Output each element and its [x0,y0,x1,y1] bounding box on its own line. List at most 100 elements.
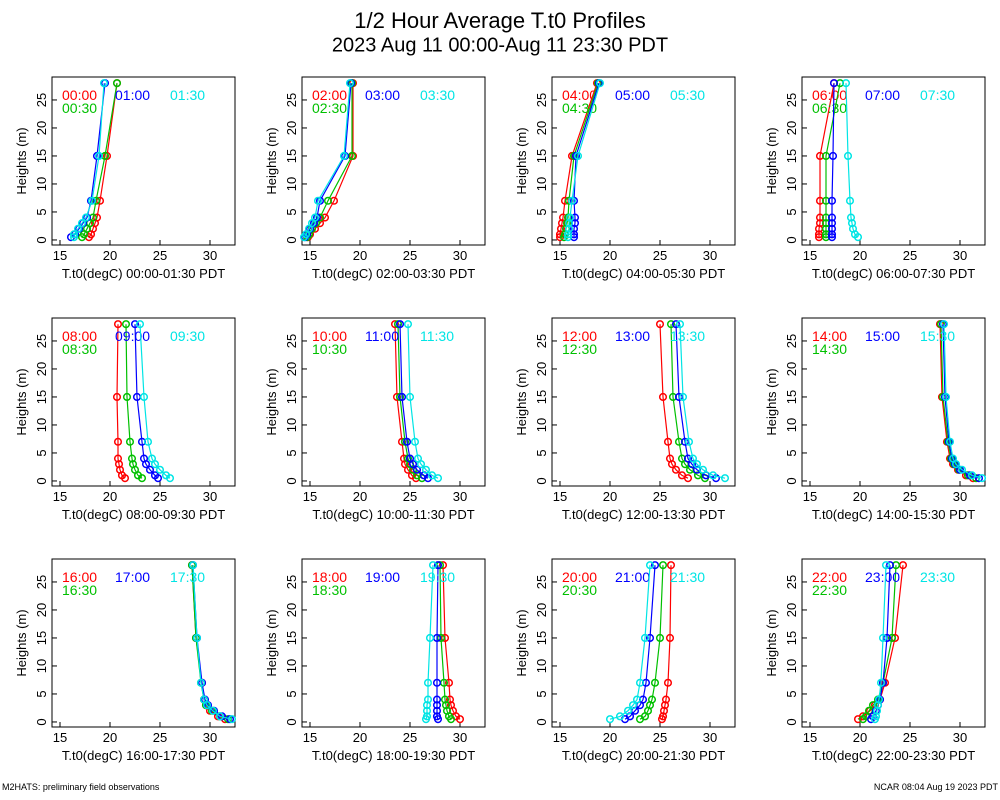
profile-point [628,701,638,710]
profile-point [658,561,668,570]
y-tick-label: 25 [284,334,299,348]
x-tick-label: 30 [953,248,967,263]
profile-point [827,230,837,239]
profile-point [674,392,684,402]
profile-point [428,561,438,570]
y-tick-label: 5 [534,690,549,697]
y-tick-label: 0 [284,718,299,725]
y-tick-label: 25 [34,334,49,348]
legend-entry: 23:30 [920,569,955,585]
legend-entry: 17:00 [115,569,150,585]
profile-point [395,320,405,329]
legend-entry: 10:30 [312,341,347,357]
profile-point [440,695,450,704]
y-tick-label: 20 [34,603,49,617]
profile-point [81,213,91,222]
x-tick-label: 20 [353,730,367,745]
x-tick-label: 15 [53,730,67,745]
profile-point [405,392,415,402]
profile-point [666,320,676,329]
profile-point [150,471,160,480]
x-tick-label: 30 [703,248,717,263]
profile-point [69,233,79,242]
profile-point [645,561,655,570]
profile-point [650,561,660,570]
profile-point [115,465,125,474]
y-tick-label: 0 [534,718,549,725]
legend-entry: 23:00 [865,569,900,585]
y-tick-label: 0 [534,236,549,243]
profile-point [99,79,109,88]
profile-point [675,320,685,329]
legend-entry: 14:00 [812,328,847,344]
y-tick-label: 20 [534,603,549,617]
legend-entry: 09:00 [115,328,150,344]
profile-point [113,454,123,463]
profile-point [403,320,413,329]
profile-point [412,465,422,474]
legend-entry: 22:00 [812,569,847,585]
profile-point [827,213,837,222]
profile-point [188,561,198,570]
profile-point [632,695,642,704]
profile-point [125,437,135,446]
profile-point [161,471,171,480]
profile-point [847,219,857,228]
footer-right: NCAR 08:04 Aug 19 2023 PDT [874,782,999,792]
y-tick-label: 5 [284,449,299,456]
y-axis-label: Heights (m) [514,127,529,194]
y-tick-label: 25 [534,575,549,589]
y-tick-label: 25 [284,575,299,589]
profile-point [73,224,83,233]
profile-point [635,678,645,687]
profile-point [423,678,433,687]
plot-frame [51,317,236,487]
x-axis-label: T.t0(degC) 08:00-09:30 PDT [62,507,225,522]
profile-point [658,712,668,721]
profile-point [873,701,883,710]
profile-point [432,712,442,721]
profile-point [569,224,579,233]
profile-point [659,706,669,715]
profile-point [208,706,218,715]
profile-point [841,79,851,88]
x-tick-label: 30 [703,489,717,504]
x-axis-label: T.t0(degC) 02:00-03:30 PDT [312,266,475,281]
x-tick-label: 15 [803,489,817,504]
y-tick-label: 10 [34,177,49,191]
y-tick-label: 5 [534,208,549,215]
x-axis-label: T.t0(degC) 14:00-15:30 PDT [812,507,975,522]
y-tick-label: 0 [34,718,49,725]
y-tick-label: 5 [284,208,299,215]
profile-point [422,701,432,710]
profile-point [440,633,450,643]
profile-point [828,151,838,161]
x-tick-label: 15 [303,489,317,504]
legend-entry: 02:30 [312,100,347,116]
y-axis-label: Heights (m) [514,368,529,435]
profile-point [687,460,697,469]
legend-entry: 01:00 [115,87,150,103]
y-tick-label: 25 [34,93,49,107]
profile-point [135,320,145,329]
y-tick-label: 25 [784,575,799,589]
y-tick-label: 15 [784,631,799,645]
profile-point [570,213,580,222]
x-tick-label: 25 [653,489,667,504]
legend-entry: 04:00 [562,87,597,103]
legend-entry: 12:00 [562,328,597,344]
y-tick-label: 5 [784,449,799,456]
profile-point [605,715,615,724]
profile-point [698,465,708,474]
subtitle: 2023 Aug 11 00:00-Aug 11 23:30 PDT [332,34,668,56]
profile-point [876,678,886,687]
y-tick-label: 20 [784,121,799,135]
y-tick-label: 15 [34,149,49,163]
profile-point [227,715,237,724]
profile-point [967,471,977,480]
legend-entry: 05:00 [615,87,650,103]
profile-point [113,437,123,446]
plot-frame [551,558,736,728]
